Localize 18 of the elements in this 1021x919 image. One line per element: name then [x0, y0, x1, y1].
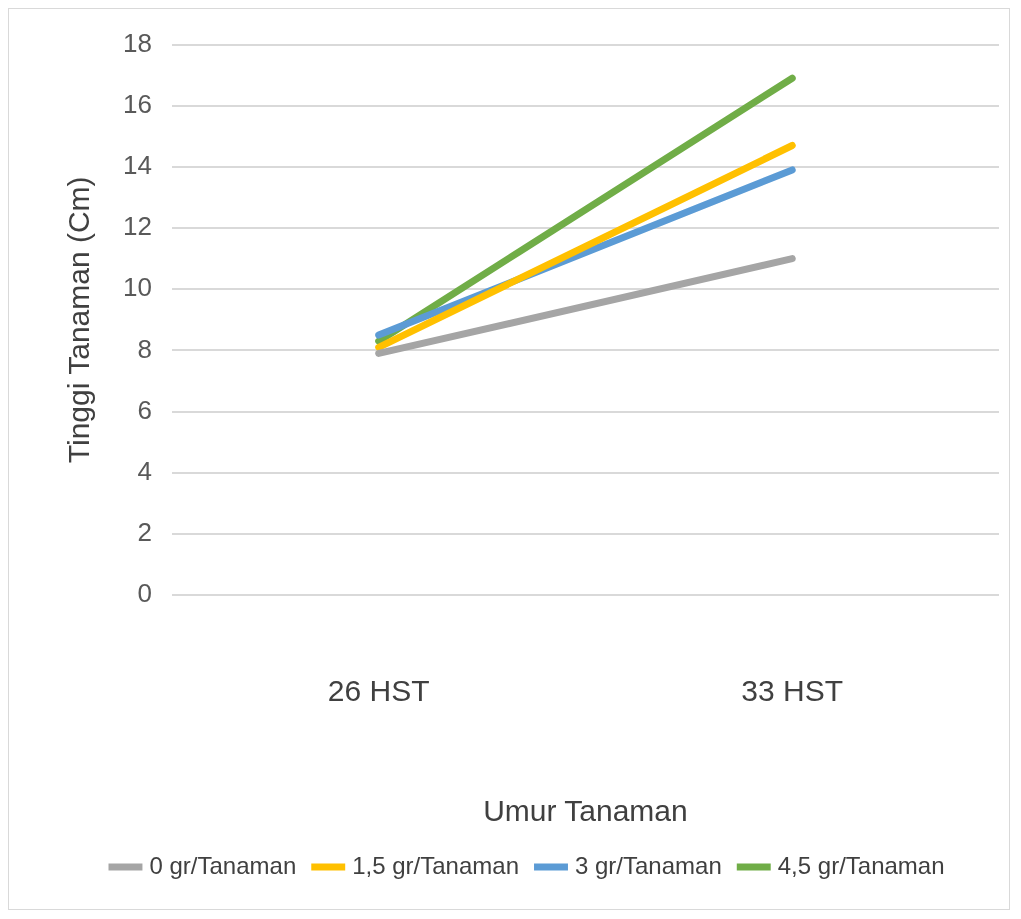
y-tick-label: 18: [123, 27, 152, 58]
y-axis-title: Tinggi Tanaman (Cm): [62, 176, 96, 464]
legend-label: 1,5 gr/Tanaman: [352, 851, 520, 879]
y-tick-label: 12: [123, 211, 152, 242]
y-tick-label: 0: [137, 578, 152, 609]
x-tick-label: 26 HST: [327, 674, 430, 708]
x-axis-title: Umur Tanaman: [483, 794, 688, 828]
x-tick-label: 33 HST: [741, 674, 844, 708]
y-tick-label: 10: [123, 272, 152, 303]
legend-label: 3 gr/Tanaman: [575, 851, 722, 879]
y-tick-label: 16: [123, 88, 152, 119]
y-tick-label: 4: [137, 455, 152, 486]
y-tick-label: 6: [137, 394, 152, 425]
legend-label: 4,5 gr/Tanaman: [777, 851, 945, 879]
y-tick-label: 14: [123, 150, 152, 181]
y-tick-label: 8: [137, 333, 152, 364]
legend-label: 0 gr/Tanaman: [149, 851, 297, 879]
y-tick-label: 2: [137, 517, 152, 548]
